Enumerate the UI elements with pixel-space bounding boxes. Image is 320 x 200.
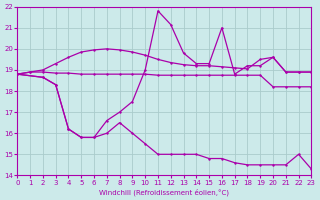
X-axis label: Windchill (Refroidissement éolien,°C): Windchill (Refroidissement éolien,°C) (100, 188, 229, 196)
